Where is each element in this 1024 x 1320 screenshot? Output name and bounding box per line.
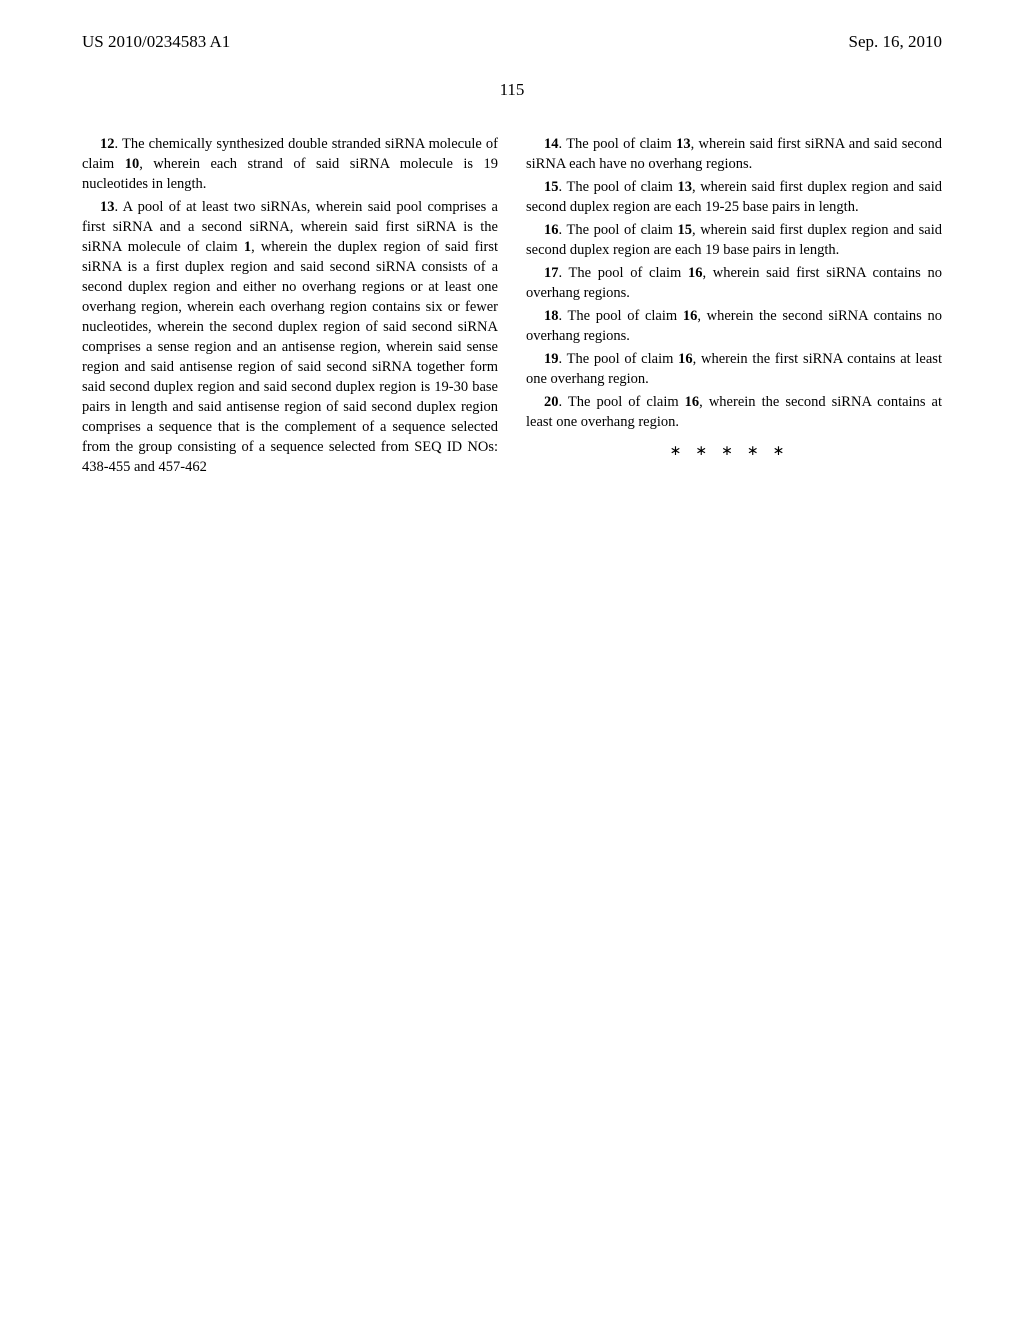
claim-number: 17	[544, 265, 559, 281]
claim-text: . The pool of claim	[559, 222, 678, 238]
claim-18: 18. The pool of claim 16, wherein the se…	[526, 306, 942, 346]
claim-text: . The pool of claim	[559, 308, 683, 324]
left-column: 12. The chemically synthesized double st…	[82, 134, 498, 480]
claim-ref: 15	[677, 222, 692, 238]
claim-text: . The pool of claim	[559, 265, 688, 281]
claim-number: 13	[100, 199, 115, 215]
page-number: 115	[0, 80, 1024, 100]
content-columns: 12. The chemically synthesized double st…	[0, 134, 1024, 480]
claim-12: 12. The chemically synthesized double st…	[82, 134, 498, 194]
claim-13: 13. A pool of at least two siRNAs, where…	[82, 197, 498, 477]
claim-number: 19	[544, 351, 559, 367]
claim-ref: 16	[688, 265, 703, 281]
claim-number: 14	[544, 136, 559, 152]
claim-number: 18	[544, 308, 559, 324]
claim-number: 20	[544, 394, 559, 410]
claim-tail: , wherein each strand of said siRNA mole…	[82, 156, 498, 192]
claim-19: 19. The pool of claim 16, wherein the fi…	[526, 349, 942, 389]
claim-ref: 16	[685, 394, 700, 410]
claim-20: 20. The pool of claim 16, wherein the se…	[526, 392, 942, 432]
claim-number: 12	[100, 136, 115, 152]
claim-15: 15. The pool of claim 13, wherein said f…	[526, 177, 942, 217]
end-marks: ∗∗∗∗∗	[526, 442, 942, 461]
page-header: US 2010/0234583 A1 Sep. 16, 2010	[0, 0, 1024, 52]
claim-text: . The pool of claim	[559, 394, 685, 410]
claim-ref: 16	[678, 351, 693, 367]
claim-text: . The pool of claim	[559, 136, 677, 152]
claim-ref: 16	[683, 308, 698, 324]
claim-number: 15	[544, 179, 559, 195]
claim-ref: 10	[125, 156, 140, 172]
right-column: 14. The pool of claim 13, wherein said f…	[526, 134, 942, 480]
claim-14: 14. The pool of claim 13, wherein said f…	[526, 134, 942, 174]
claim-17: 17. The pool of claim 16, wherein said f…	[526, 263, 942, 303]
claim-tail: , wherein the duplex region of said firs…	[82, 239, 498, 475]
claim-16: 16. The pool of claim 15, wherein said f…	[526, 220, 942, 260]
publication-date: Sep. 16, 2010	[849, 32, 943, 52]
claim-number: 16	[544, 222, 559, 238]
claim-text: . The pool of claim	[559, 351, 679, 367]
claim-ref: 13	[676, 136, 691, 152]
claim-ref: 13	[677, 179, 692, 195]
publication-number: US 2010/0234583 A1	[82, 32, 230, 52]
claim-ref: 1	[244, 239, 251, 255]
claim-text: . The pool of claim	[559, 179, 678, 195]
